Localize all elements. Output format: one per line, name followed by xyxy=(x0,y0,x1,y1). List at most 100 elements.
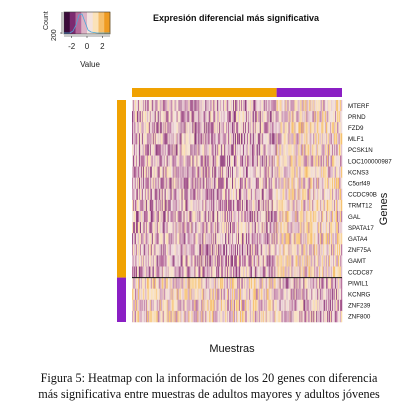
heatmap-cell xyxy=(198,111,200,123)
heatmap-cell xyxy=(270,277,272,289)
heatmap-cell xyxy=(229,299,231,312)
heatmap-cell xyxy=(302,199,304,212)
heatmap-cell xyxy=(301,199,303,212)
heatmap-cell xyxy=(313,100,315,112)
heatmap-cell xyxy=(279,244,281,256)
heatmap-cell xyxy=(275,255,277,267)
heatmap-cell xyxy=(158,299,160,312)
heatmap-cell xyxy=(190,299,192,312)
heatmap-cell xyxy=(132,244,135,256)
heatmap-cell xyxy=(185,155,187,167)
heatmap-cell xyxy=(304,233,306,245)
heatmap-cell xyxy=(170,199,172,212)
heatmap-cell xyxy=(161,277,163,289)
heatmap-cell xyxy=(273,266,275,278)
heatmap-cell xyxy=(172,111,174,123)
heatmap-cell xyxy=(341,310,343,323)
heatmap-cell xyxy=(261,233,263,245)
heatmap-cell xyxy=(287,133,289,145)
heatmap-cell xyxy=(153,255,156,267)
heatmap-cell xyxy=(306,244,308,256)
heatmap-cell xyxy=(182,288,184,301)
heatmap-cell xyxy=(173,199,175,212)
heatmap-cell xyxy=(307,144,309,156)
heatmap-cell xyxy=(251,244,254,256)
heatmap-cell xyxy=(156,266,158,278)
heatmap-cell xyxy=(305,199,307,212)
heatmap-cell xyxy=(282,255,284,267)
heatmap-cell xyxy=(266,199,268,212)
heatmap-cell xyxy=(269,277,271,289)
heatmap-cell xyxy=(334,133,336,145)
heatmap-cell xyxy=(141,199,144,212)
heatmap-cell xyxy=(265,211,267,223)
heatmap-cell xyxy=(189,299,191,312)
heatmap-cell xyxy=(338,111,340,123)
heatmap-cell xyxy=(226,199,228,212)
heatmap-cell xyxy=(299,133,301,145)
heatmap-cell xyxy=(149,244,152,256)
heatmap-cell xyxy=(142,255,145,267)
heatmap-cell xyxy=(299,111,301,123)
heatmap-cell xyxy=(338,299,340,312)
heatmap-cell xyxy=(155,299,158,312)
heatmap-cell xyxy=(268,244,270,256)
gene-label: PRND xyxy=(348,114,366,121)
heatmap-cell xyxy=(224,222,226,234)
heatmap-cell xyxy=(259,255,262,267)
heatmap-cell xyxy=(262,166,264,178)
heatmap-cell xyxy=(142,188,145,201)
heatmap-cell xyxy=(237,188,240,201)
heatmap-cell xyxy=(277,188,279,201)
heatmap-cell xyxy=(336,255,338,267)
heatmap-cell xyxy=(326,144,328,156)
heatmap-cell xyxy=(260,277,263,289)
heatmap-cell xyxy=(180,244,182,256)
heatmap-cell xyxy=(320,310,322,323)
heatmap-cell xyxy=(183,199,185,212)
heatmap-cell xyxy=(323,299,325,312)
heatmap-cell xyxy=(195,266,197,278)
heatmap-cell xyxy=(153,288,156,301)
heatmap-cell xyxy=(296,188,298,201)
heatmap-cell xyxy=(174,144,176,156)
heatmap-cell xyxy=(180,166,182,178)
heatmap-cell xyxy=(306,100,308,112)
heatmap-cell xyxy=(158,222,160,234)
heatmap-cell xyxy=(173,277,175,289)
heatmap-cell xyxy=(210,177,212,190)
heatmap-cell xyxy=(159,211,161,223)
heatmap-cell xyxy=(281,177,283,190)
heatmap-cell xyxy=(200,266,202,278)
heatmap-cell xyxy=(178,288,180,301)
heatmap-cell xyxy=(292,211,294,223)
heatmap-cell xyxy=(267,233,269,245)
heatmap-cell xyxy=(212,122,214,134)
heatmap-cell xyxy=(234,255,236,267)
heatmap-cell xyxy=(187,299,189,312)
heatmap-cell xyxy=(327,177,329,190)
heatmap-cell xyxy=(323,255,325,267)
heatmap-cell xyxy=(311,277,313,289)
heatmap-cell xyxy=(170,177,172,190)
heatmap-cell xyxy=(292,155,294,167)
heatmap-cell xyxy=(242,288,245,301)
heatmap-cell xyxy=(139,222,142,234)
heatmap-cell xyxy=(298,155,300,167)
heatmap-cell xyxy=(178,155,180,167)
heatmap-cell xyxy=(221,255,223,267)
heatmap-cell xyxy=(250,310,253,323)
heatmap-cell xyxy=(249,100,252,112)
heatmap-cell xyxy=(150,288,153,301)
heatmap-cell xyxy=(306,144,308,156)
heatmap-cell xyxy=(222,277,224,289)
heatmap-cell xyxy=(154,277,157,289)
heatmap-cell xyxy=(323,244,325,256)
heatmap-cell xyxy=(173,266,175,278)
heatmap-cell xyxy=(199,255,201,267)
heatmap-cell xyxy=(257,211,260,223)
heatmap-cell xyxy=(265,188,267,201)
heatmap-cell xyxy=(155,122,158,134)
heatmap-cell xyxy=(162,177,164,190)
heatmap-cell xyxy=(224,188,226,201)
